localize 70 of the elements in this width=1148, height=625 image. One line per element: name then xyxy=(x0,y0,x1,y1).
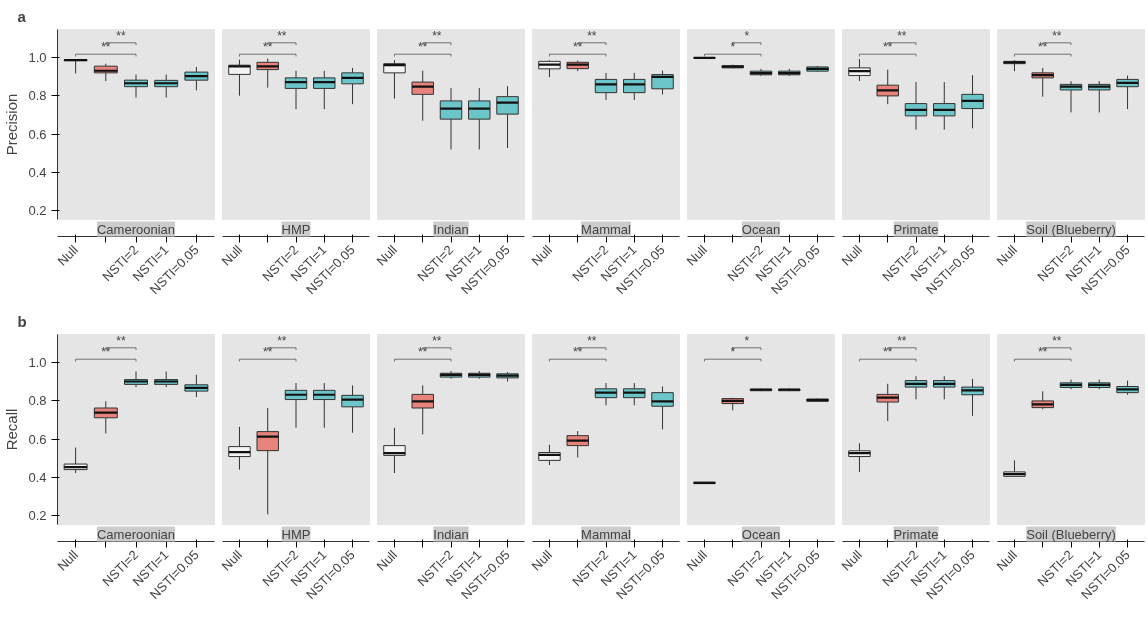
annotation: ** xyxy=(263,345,273,360)
annotation: * xyxy=(744,28,750,43)
annotation: ** xyxy=(883,40,893,55)
y-tick-label: 0.8 xyxy=(28,88,47,104)
annotation: ** xyxy=(418,345,428,360)
annotation: ** xyxy=(587,333,597,348)
annotation: ** xyxy=(587,28,597,43)
y-tick-label: 0.6 xyxy=(28,126,47,142)
annotation: ** xyxy=(101,345,111,360)
annotation: * xyxy=(744,333,750,348)
y-axis-title: Precision xyxy=(3,93,21,156)
y-tick-label: 1.0 xyxy=(28,354,47,370)
text: Soil (Blueberry) xyxy=(1026,526,1116,542)
chart-subtitle: a xyxy=(17,7,27,25)
annotation: ** xyxy=(263,40,273,55)
annotation: ** xyxy=(883,345,893,360)
x-tick-label: Null xyxy=(993,547,1021,574)
text: HMP xyxy=(281,221,311,237)
y-tick-label: 0.2 xyxy=(28,508,47,524)
text: Ocean xyxy=(741,221,781,237)
annotation: ** xyxy=(1038,40,1048,55)
annotation: ** xyxy=(573,345,583,360)
annotation: ** xyxy=(277,333,287,348)
x-tick-label: Null xyxy=(218,547,246,574)
text: Mammal xyxy=(581,526,632,542)
annotation: ** xyxy=(116,333,126,348)
x-tick-label: Null xyxy=(528,242,556,269)
x-tick-label: Null xyxy=(993,242,1021,269)
text: Cameroonian xyxy=(96,526,176,542)
annotation: * xyxy=(730,345,736,360)
annotation: ** xyxy=(432,333,442,348)
x-tick-label: Null xyxy=(54,242,81,269)
x-tick-label: Null xyxy=(838,242,866,269)
y-tick-label: 0.6 xyxy=(28,431,47,447)
y-tick-label: 0.2 xyxy=(28,203,47,219)
x-tick-label: Null xyxy=(373,242,401,269)
y-tick-label: 0.4 xyxy=(28,469,47,485)
x-tick-label: Null xyxy=(54,547,81,574)
annotation: ** xyxy=(897,28,907,43)
text: Soil (Blueberry) xyxy=(1026,221,1116,237)
annotation: ** xyxy=(101,40,111,55)
x-tick-label: Null xyxy=(683,547,711,574)
y-axis-title: Recall xyxy=(3,408,21,451)
annotation: ** xyxy=(277,28,287,43)
annotation: ** xyxy=(573,40,583,55)
chart-subtitle: b xyxy=(17,312,27,330)
y-tick-label: 1.0 xyxy=(28,49,47,65)
annotation: ** xyxy=(432,28,442,43)
annotation: * xyxy=(730,40,736,55)
y-tick-label: 0.4 xyxy=(28,164,47,180)
text: Indian xyxy=(433,221,469,237)
x-tick-label: Null xyxy=(218,242,246,269)
annotation: ** xyxy=(1052,28,1062,43)
text: Primate xyxy=(893,221,939,237)
x-tick-label: Null xyxy=(528,547,556,574)
annotation: ** xyxy=(1052,333,1062,348)
annotation: ** xyxy=(418,40,428,55)
annotation: ** xyxy=(1038,345,1048,360)
annotation: ** xyxy=(116,28,126,43)
text: HMP xyxy=(281,526,311,542)
annotation: ** xyxy=(897,333,907,348)
text: Cameroonian xyxy=(96,221,176,237)
text: Ocean xyxy=(741,526,781,542)
y-tick-label: 0.8 xyxy=(28,393,47,409)
text: Primate xyxy=(893,526,939,542)
text: Indian xyxy=(433,526,469,542)
text: Mammal xyxy=(581,221,632,237)
x-tick-label: Null xyxy=(373,547,401,574)
x-tick-label: Null xyxy=(683,242,711,269)
x-tick-label: Null xyxy=(838,547,866,574)
